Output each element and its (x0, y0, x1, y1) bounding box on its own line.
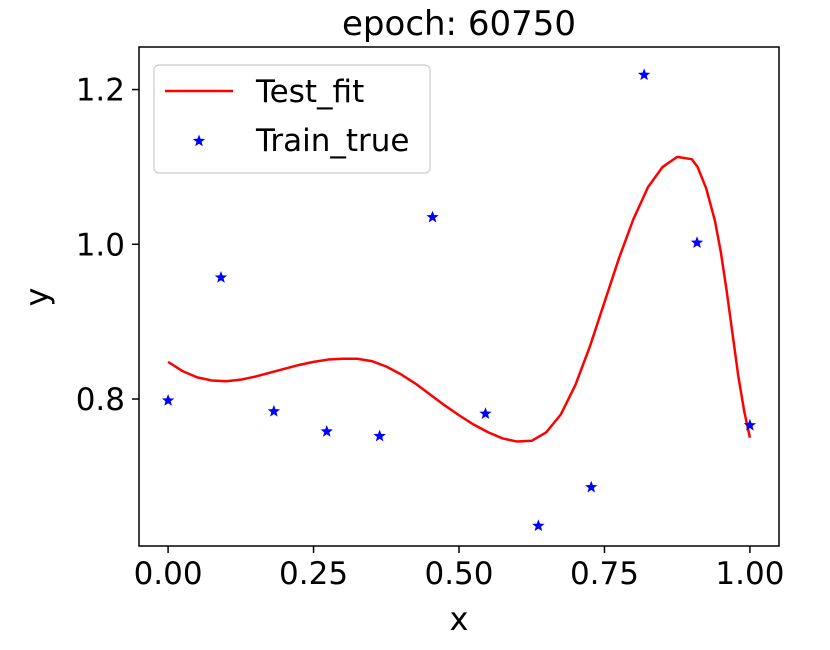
legend-label-test-fit: Test_fit (255, 74, 364, 110)
y-tick-label: 1.2 (76, 73, 125, 109)
train-point (743, 418, 757, 431)
y-tick-label: 1.0 (76, 227, 125, 263)
x-axis-label: x (450, 600, 469, 638)
train-point (426, 210, 439, 223)
x-tick-label: 1.00 (715, 556, 784, 592)
train-point (585, 480, 598, 493)
x-tick-label: 0.75 (570, 556, 639, 592)
train-point (267, 404, 281, 417)
y-axis-ticks: 0.8 1.0 1.2 (76, 73, 139, 418)
x-tick-label: 0.25 (279, 556, 348, 592)
train-point (320, 425, 333, 437)
legend-label-train-true: Train_true (255, 123, 410, 159)
x-axis-ticks: 0.00 0.25 0.50 0.75 1.00 (134, 546, 784, 592)
train-point (637, 68, 651, 81)
legend-star-swatch (192, 134, 206, 147)
x-tick-label: 0.50 (424, 556, 493, 592)
fit-curve-layer (167, 155, 752, 443)
train-point (690, 236, 704, 248)
legend: Test_fit Train_true (153, 64, 431, 174)
y-axis-label: y (18, 288, 56, 307)
train-points-layer (161, 68, 757, 532)
legend-star-marker (192, 134, 206, 147)
chart-title: epoch: 60750 (342, 4, 576, 44)
train-point (214, 271, 228, 283)
train-point (161, 394, 175, 406)
test-fit-line (167, 155, 752, 443)
x-tick-label: 0.00 (134, 556, 203, 592)
train-point (479, 407, 492, 419)
train-point (532, 519, 545, 532)
train-point (373, 429, 386, 442)
y-tick-label: 0.8 (76, 382, 125, 418)
